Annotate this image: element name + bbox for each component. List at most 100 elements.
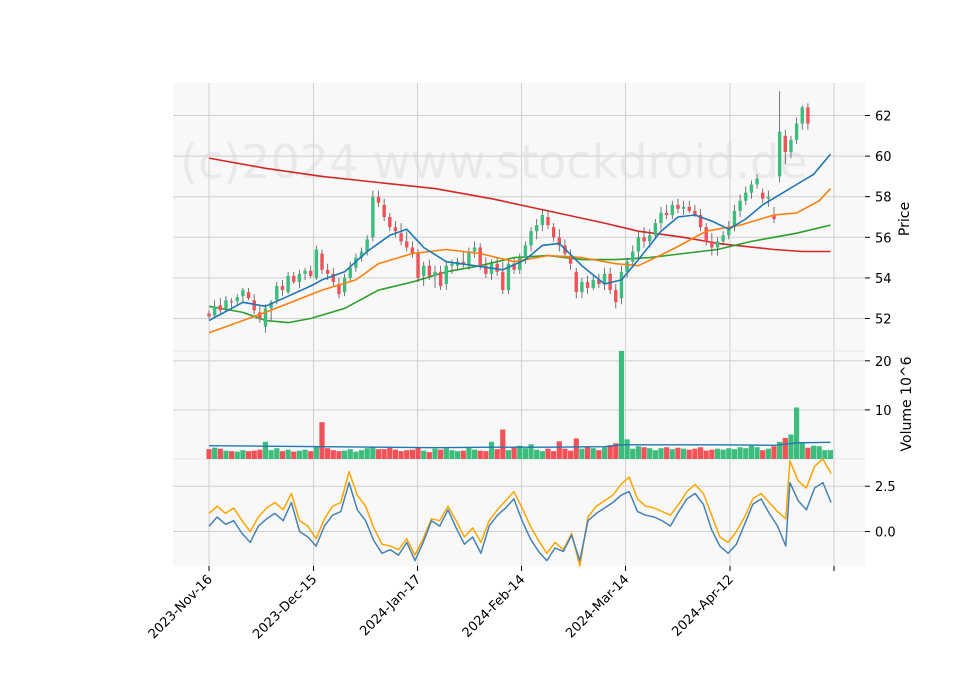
candle-body — [450, 263, 454, 266]
candle — [342, 273, 347, 297]
volume-bar — [635, 446, 641, 459]
candle — [433, 265, 437, 289]
x-tick-label: 2024-Jan-17 — [357, 572, 424, 639]
candle-body — [393, 227, 398, 232]
candle-body — [732, 210, 737, 228]
candle-body — [794, 123, 799, 140]
candle-body — [704, 227, 708, 242]
candle-body — [275, 286, 279, 301]
candle-body — [580, 281, 584, 293]
candle — [280, 279, 285, 297]
candle — [585, 275, 590, 295]
candle-body — [642, 237, 646, 242]
candle-body — [309, 270, 313, 276]
candle-body — [783, 135, 787, 153]
candle-body — [212, 306, 217, 316]
candle-body — [648, 235, 652, 242]
volume-bar — [522, 448, 528, 459]
candle-body — [710, 241, 714, 248]
candle — [664, 204, 669, 220]
candle-body — [461, 261, 465, 264]
candle — [207, 310, 211, 319]
volume-bar — [511, 447, 517, 459]
volume-bar — [302, 449, 308, 459]
volume-bar — [240, 450, 246, 459]
candle — [591, 275, 595, 291]
volume-bar — [771, 446, 777, 459]
volume-bar — [777, 441, 783, 459]
volume-bar — [675, 447, 681, 459]
candle-body — [715, 241, 720, 248]
candle — [783, 129, 787, 165]
volume-bar — [460, 450, 466, 459]
volume-bar — [342, 450, 348, 459]
candle-body — [416, 253, 420, 278]
volume-bar — [624, 439, 630, 459]
candle — [518, 253, 522, 274]
candle-body — [472, 247, 477, 252]
candle-body — [512, 263, 516, 270]
volume-bar — [466, 447, 472, 459]
candle — [472, 241, 477, 258]
volume-bar — [353, 451, 359, 459]
volume-bar — [782, 437, 788, 459]
candle-body — [789, 139, 793, 153]
candle-body — [518, 257, 522, 270]
price-tick-label: 54 — [875, 272, 892, 287]
candle-body — [546, 217, 550, 226]
price-tick-label: 52 — [875, 313, 892, 328]
candle-body — [229, 301, 234, 303]
candle — [444, 261, 448, 291]
volume-bar — [415, 447, 421, 459]
candle — [800, 105, 804, 130]
volume-bar — [483, 451, 489, 459]
candle-body — [693, 210, 697, 215]
candle-body — [636, 237, 641, 252]
candle-body — [269, 302, 273, 309]
oscillator-series-a — [208, 481, 832, 562]
candle-body — [585, 281, 590, 289]
candle — [619, 265, 624, 305]
candle-body — [591, 279, 595, 289]
volume-bars — [206, 351, 834, 459]
candle — [393, 221, 398, 238]
candle — [704, 223, 708, 246]
volume-bar — [579, 448, 585, 459]
candle-body — [602, 273, 607, 284]
candle-body — [348, 267, 352, 278]
volume-bar — [630, 448, 636, 459]
candle-body — [376, 196, 381, 203]
candle — [405, 231, 409, 252]
oscillator-tick-label: 0.0 — [875, 526, 896, 541]
volume-bar — [613, 443, 619, 459]
volume-bar — [681, 448, 687, 459]
candle — [314, 245, 319, 280]
candle-body — [325, 269, 330, 274]
candle-body — [433, 271, 437, 276]
volume-bar — [686, 449, 692, 459]
volume-bar — [257, 449, 263, 459]
volume-bar — [409, 449, 415, 459]
candle-body — [535, 225, 539, 232]
fast-moving-average — [208, 153, 832, 322]
candle — [359, 247, 364, 262]
volume-bar — [669, 449, 675, 459]
candle — [794, 117, 799, 144]
candle — [388, 212, 392, 232]
candle — [337, 277, 341, 299]
volume-bar — [330, 450, 336, 459]
candle — [535, 219, 539, 240]
candle-body — [744, 192, 748, 201]
candle — [546, 210, 550, 230]
x-tick-label: 2024-Feb-14 — [460, 572, 529, 641]
candle-body — [314, 249, 319, 278]
candle — [263, 304, 268, 333]
candle — [212, 300, 217, 317]
candle — [506, 259, 511, 295]
candle — [427, 259, 432, 280]
candle-body — [738, 200, 742, 211]
candle-body — [218, 305, 222, 311]
x-tick-label: 2023-Nov-16 — [146, 572, 216, 642]
volume-bar — [336, 451, 342, 459]
candle — [653, 219, 658, 240]
